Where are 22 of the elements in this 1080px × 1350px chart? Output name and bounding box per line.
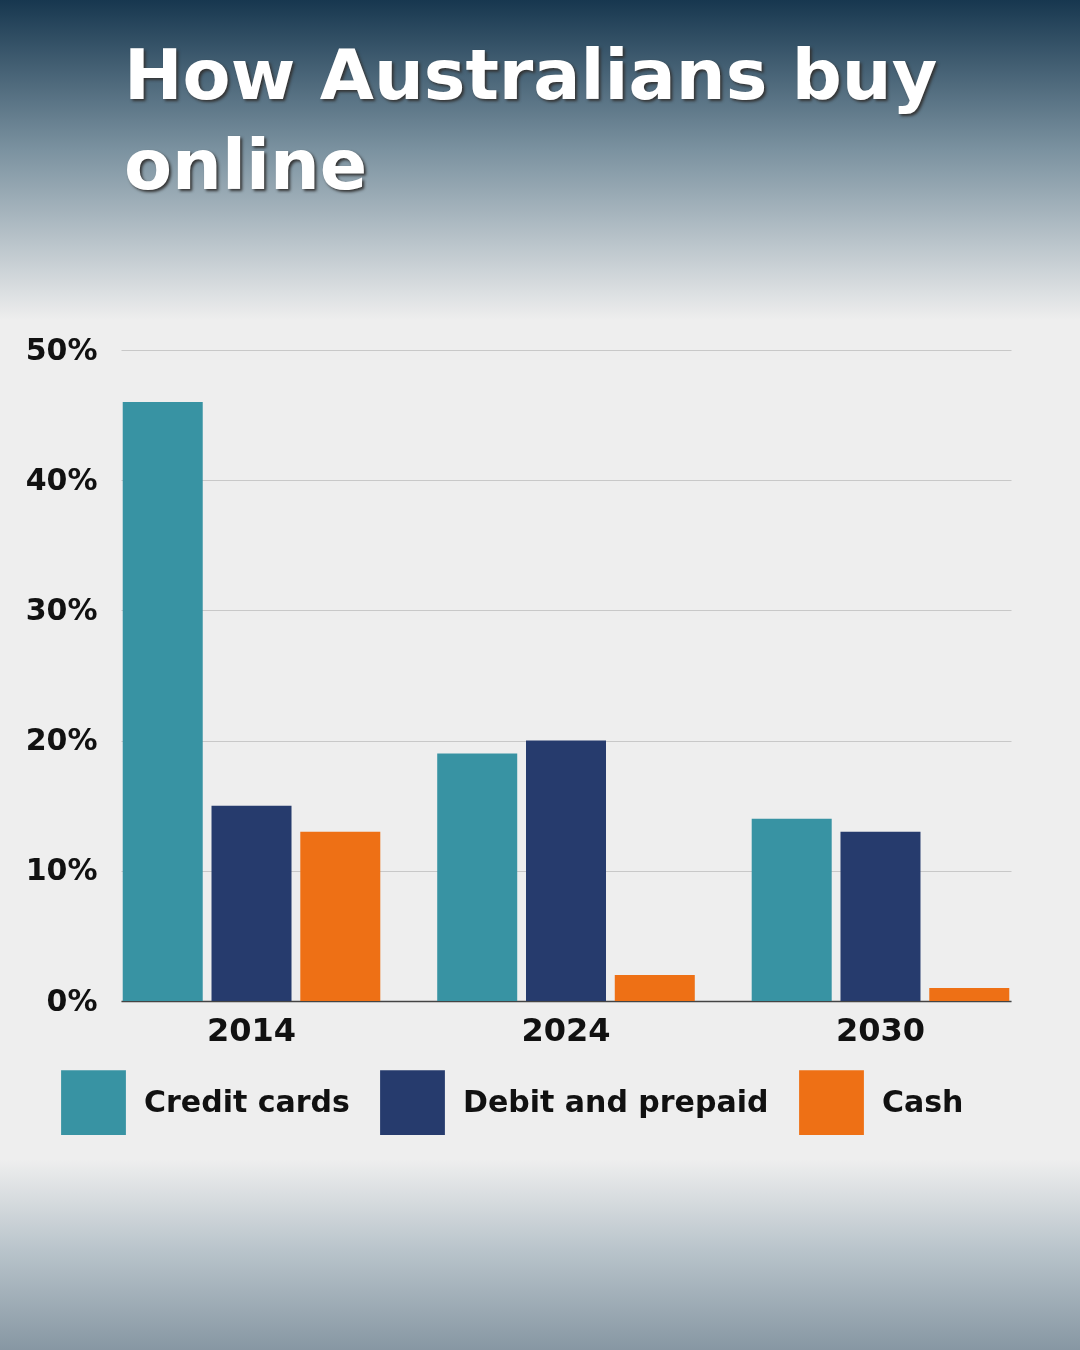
bar	[751, 818, 832, 1001]
legend-label: Cash	[882, 1083, 964, 1119]
bar	[437, 753, 518, 1001]
chart-title: How Australians buy online	[124, 33, 939, 208]
y-tick-label: 40%	[25, 461, 98, 497]
bar	[300, 831, 381, 1001]
bar	[929, 987, 1010, 1001]
y-tick-label: 50%	[25, 331, 98, 367]
bar	[211, 805, 292, 1001]
y-tick-label: 10%	[25, 852, 98, 888]
y-tick-label: 0%	[46, 982, 98, 1018]
bar	[122, 402, 203, 1001]
bar	[526, 740, 606, 1001]
y-tick-label: 30%	[25, 591, 98, 627]
legend-label: Credit cards	[144, 1083, 350, 1119]
x-tick-label: 2014	[206, 1010, 297, 1049]
y-tick-label: 20%	[25, 722, 98, 758]
legend-label: Debit and prepaid	[463, 1083, 769, 1119]
bar	[840, 831, 921, 1001]
x-tick-label: 2024	[521, 1010, 611, 1049]
bar	[614, 974, 695, 1001]
x-tick-label: 2030	[835, 1010, 926, 1049]
